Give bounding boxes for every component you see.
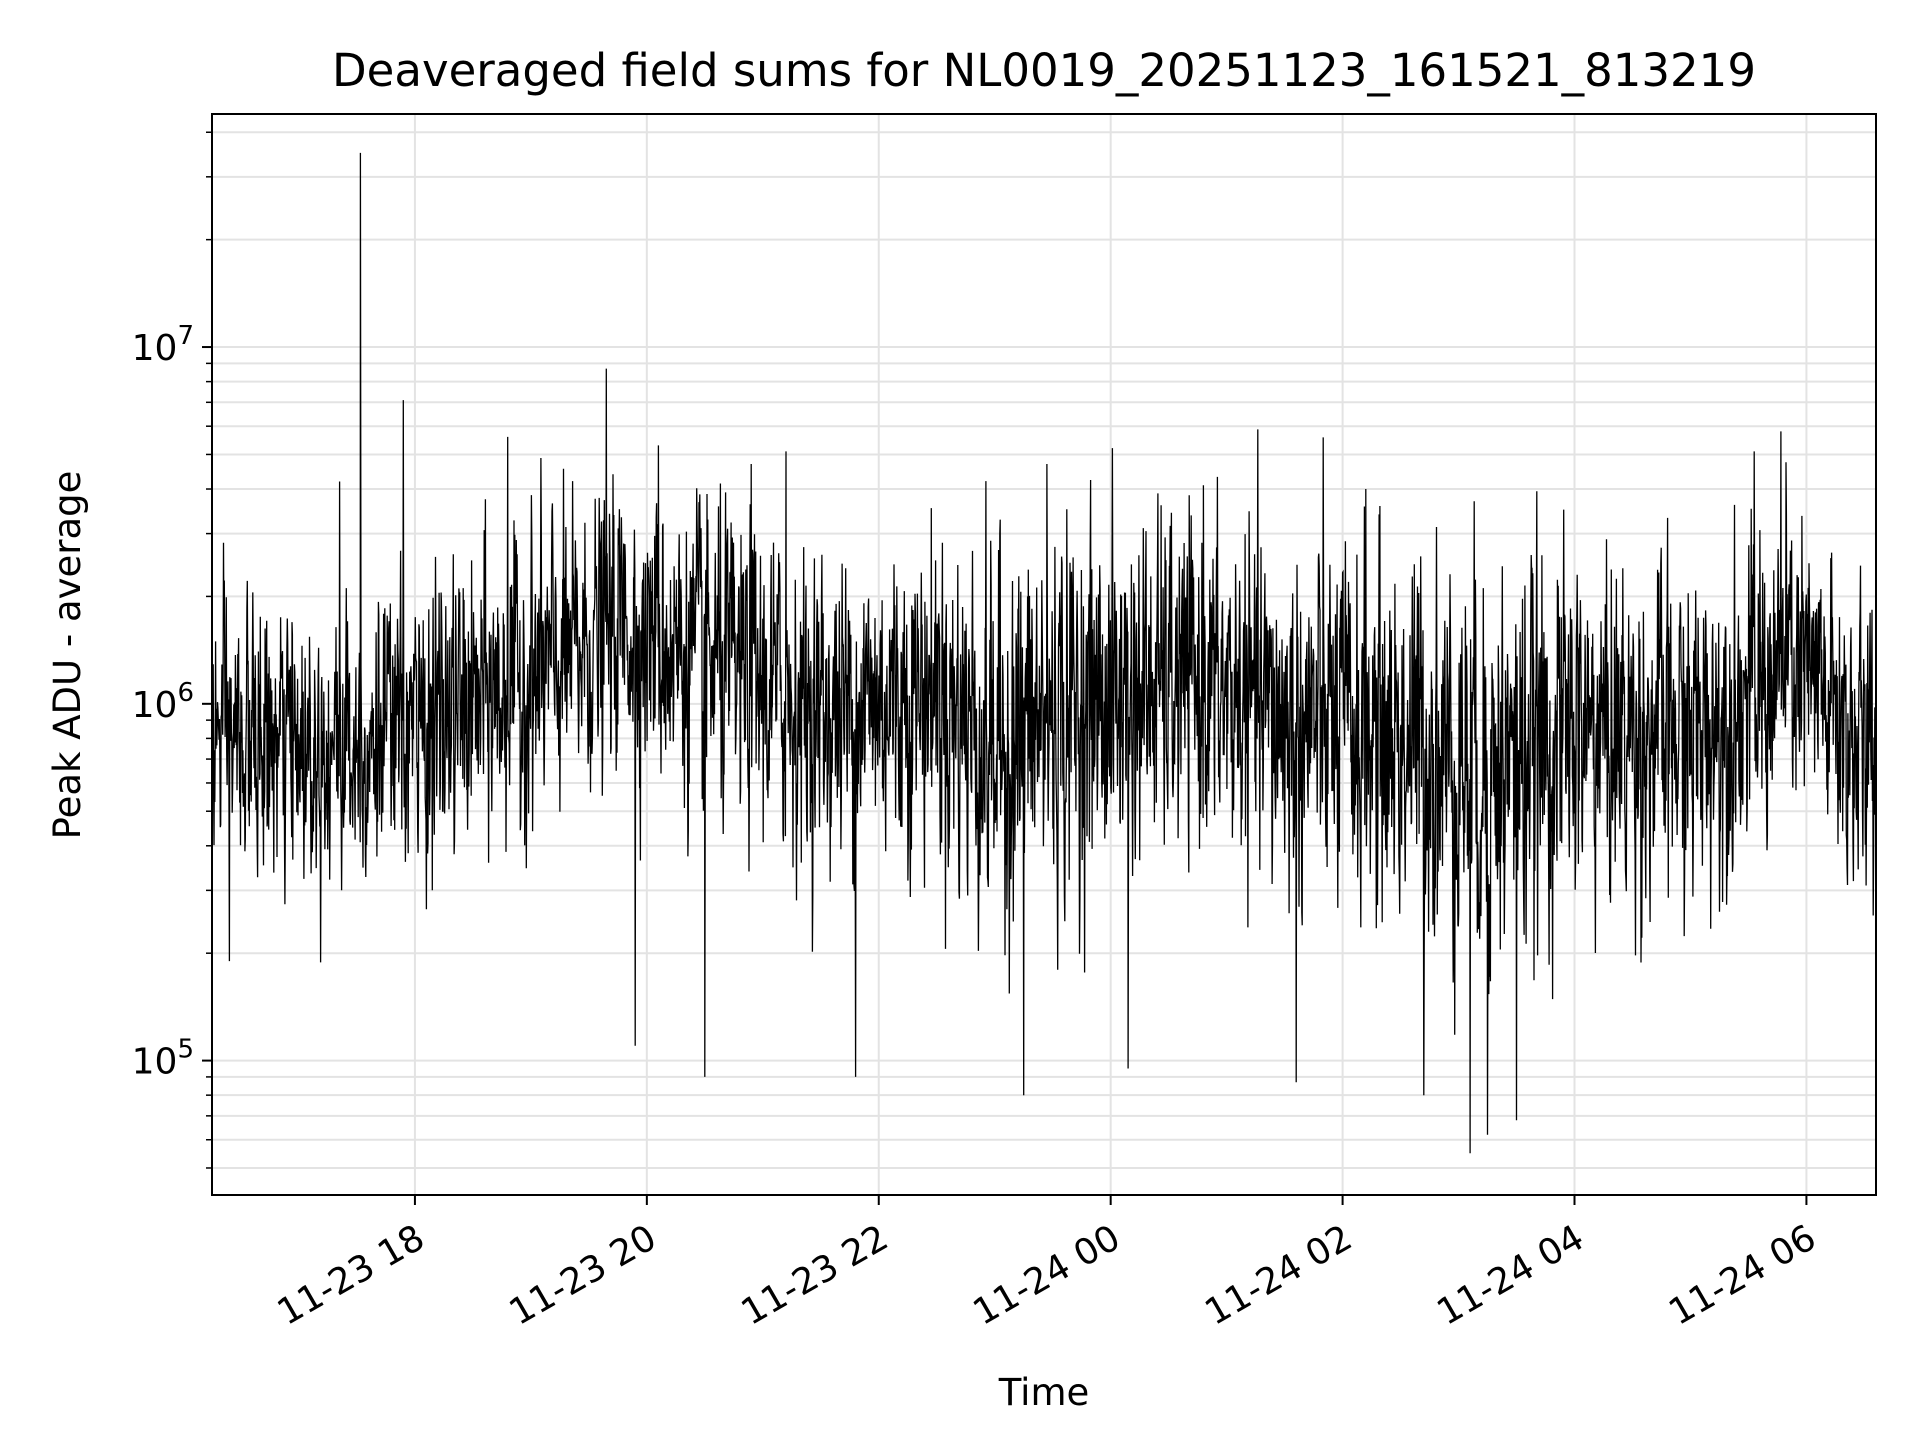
y-tick-label-base: 10 xyxy=(132,685,178,726)
y-tick-label-base: 10 xyxy=(132,328,178,369)
y-tick-label: 106 xyxy=(132,678,194,726)
y-tick-label-base: 10 xyxy=(132,1042,178,1083)
y-tick-label-exponent: 7 xyxy=(177,321,194,351)
series-line-path xyxy=(211,152,1877,1154)
y-tick-label-exponent: 6 xyxy=(177,678,194,708)
chart-title: Deaveraged field sums for NL0019_2025112… xyxy=(332,44,1756,97)
y-tick-label-exponent: 5 xyxy=(177,1035,194,1065)
x-axis-label: Time xyxy=(998,1371,1090,1414)
y-tick-label: 105 xyxy=(132,1035,194,1083)
series-line-peak-adu xyxy=(211,152,1877,1154)
y-axis-label: Peak ADU - average xyxy=(46,471,89,840)
y-tick-label: 107 xyxy=(132,321,194,369)
plot-frame xyxy=(211,113,1877,1196)
